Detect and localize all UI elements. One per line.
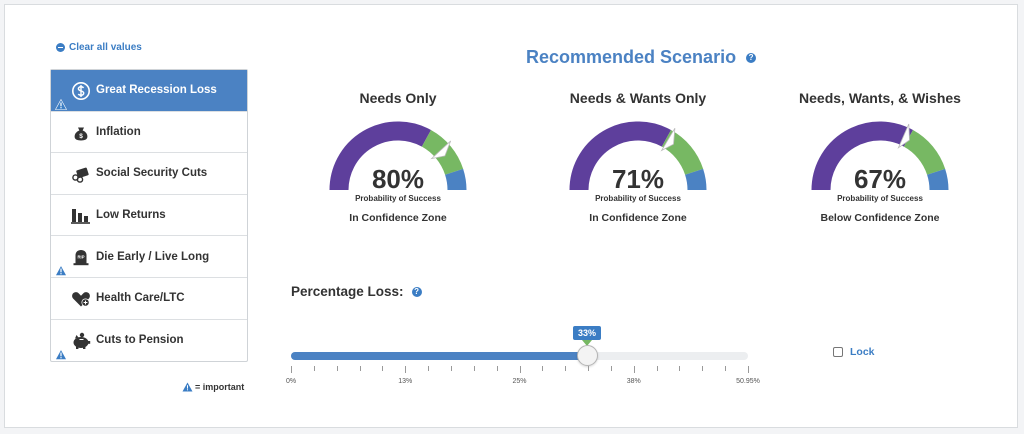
scenario-item[interactable]: Great Recession Loss [51,70,247,112]
warning-icon [54,97,68,110]
slider-tick-label: 38% [626,378,641,385]
slider-tick [542,366,544,371]
recommended-title-text: Recommended Scenario [526,47,737,67]
slider-tick-label: 0% [285,378,297,385]
clear-all-link[interactable]: Clear all values [56,42,142,53]
scenario-label: Die Early / Live Long [96,250,210,263]
gauge-title: Needs & Wants Only [569,90,707,106]
slider-tick [679,366,681,371]
scenario-label: Inflation [96,125,141,138]
piggy-bank-icon [71,332,91,350]
lock-checkbox[interactable] [833,347,843,357]
slider-tick [588,366,590,371]
gauge-arc [811,121,949,191]
gauge-marker [897,123,910,149]
slider-tick [313,366,315,371]
heart-plus-icon [71,290,91,308]
minus-circle-icon [56,43,65,52]
scenario-item[interactable]: Health Care/LTC [51,278,247,320]
success-gauge: Needs Only 80% Probability of Success In Co… [303,90,493,224]
slider-tick [519,366,521,373]
clear-all-label: Clear all values [69,42,142,53]
gauge-zone: Below Confidence Zone [820,212,940,224]
slider-tick-label: 25% [512,378,527,385]
slider-tick-label: 50.95% [736,378,760,385]
scenario-item[interactable]: Cuts to Pension [51,320,247,362]
slider-tick [473,366,475,371]
slider-tick [336,366,338,371]
gauge-probability-label: Probability of Success [355,194,441,203]
percentage-loss-slider[interactable]: 33% [291,326,748,366]
slider-tick [450,366,452,371]
legend-label: = important [195,382,245,392]
slider-tick [656,366,658,371]
slider-value-bubble: 33% [572,326,601,346]
slider-tick [291,366,292,373]
gauge-probability-label: Probability of Success [595,194,681,203]
gauge-title: Needs Only [359,90,437,106]
bar-chart-icon [71,207,91,225]
scenario-label: Social Security Cuts [96,167,208,180]
gauge-arc [569,121,707,191]
money-bag-icon: $ [71,124,91,142]
warning-icon [54,263,68,276]
lock-control[interactable]: Lock [833,346,875,358]
slider-tick [428,366,430,371]
scissors-card-icon [71,165,91,183]
slider-handle[interactable] [576,345,598,366]
slider-tick [633,366,635,373]
slider-tick [725,366,727,371]
percentage-loss-text: Percentage Loss: [291,284,404,299]
svg-text:$: $ [79,133,83,140]
help-icon[interactable]: ? [746,52,757,63]
slider-fill [291,352,587,360]
dollar-circle-icon [71,82,91,100]
help-icon[interactable]: ? [411,286,422,297]
gauge-title: Needs, Wants, & Wishes [799,90,961,106]
gauge-marker [660,127,676,152]
tombstone-text: RIP [78,255,85,260]
gauge-percent: 67% [853,164,907,194]
slider-tick [610,366,612,371]
slider-tick [405,366,407,373]
success-gauge: Needs & Wants Only 71% Probability of Succ… [543,90,733,224]
scenario-item[interactable]: Low Returns [51,195,247,237]
slider-tick [359,366,361,371]
slider-tick [496,366,498,371]
gauge-zone: In Confidence Zone [349,212,447,224]
slider-ticks [291,366,749,374]
scenario-item[interactable]: RIP Die Early / Live Long [51,236,247,278]
gauge-marker [430,140,452,160]
scenario-item[interactable]: Social Security Cuts [51,153,247,195]
scenario-label: Great Recession Loss [96,84,217,97]
gauge-arc [329,121,467,191]
scenario-label: Cuts to Pension [96,334,184,347]
scenario-label: Low Returns [96,209,166,222]
scenario-list: Great Recession Loss $ Inflation Social Sec… [50,69,248,363]
gauge-zone: In Confidence Zone [589,212,687,224]
scenario-item[interactable]: $ Inflation [51,112,247,154]
slider-tick [565,366,567,371]
slider-tick [382,366,384,371]
scenario-label: Health Care/LTC [96,292,185,305]
important-legend: = important [182,382,244,392]
slider-tick [748,366,749,373]
percentage-loss-label: Percentage Loss: ? [291,284,422,299]
tombstone-icon: RIP [71,248,91,266]
lock-label: Lock [850,346,875,358]
gauge-percent: 80% [371,164,425,194]
slider-tick [702,366,704,371]
success-gauge: Needs, Wants, & Wishes 67% Probability of … [785,90,975,224]
slider-tick-label: 13% [398,378,413,385]
warning-icon [54,347,68,360]
gauge-percent: 71% [611,164,665,194]
recommended-scenario-title: Recommended Scenario ? [526,47,757,68]
warning-icon [182,382,193,392]
gauge-probability-label: Probability of Success [837,194,923,203]
